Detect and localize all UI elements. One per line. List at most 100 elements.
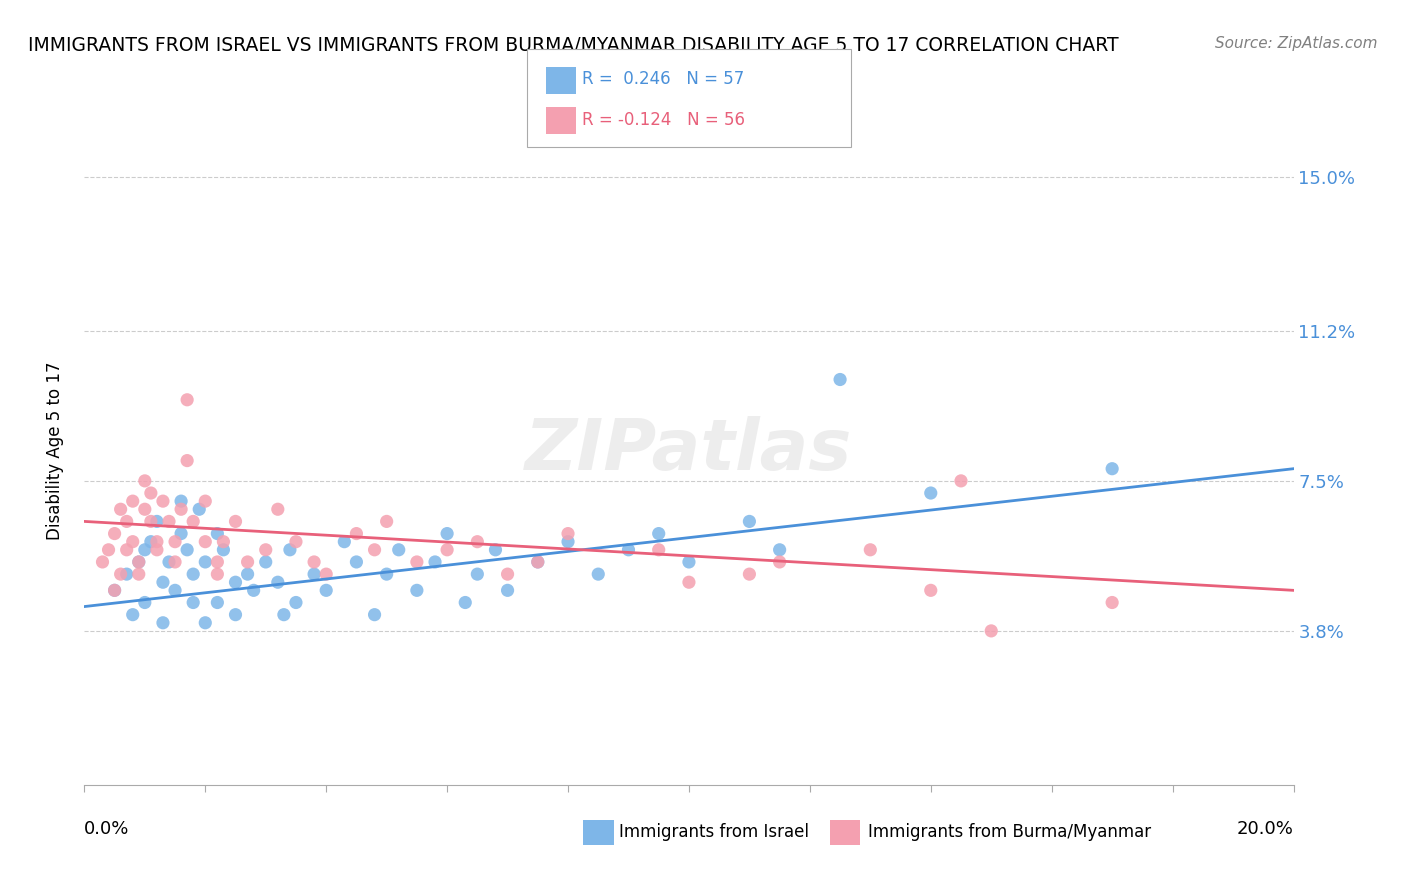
Point — [738, 515, 761, 529]
Point — [188, 502, 211, 516]
Point — [170, 494, 193, 508]
Point — [363, 542, 385, 557]
Text: ZIPatlas: ZIPatlas — [526, 416, 852, 485]
Point — [146, 542, 169, 557]
Point — [302, 567, 325, 582]
Point — [859, 542, 882, 557]
Point — [1101, 461, 1123, 475]
Point — [110, 502, 132, 516]
Point — [678, 555, 700, 569]
Point — [194, 555, 217, 569]
Point — [1101, 595, 1123, 609]
Point — [207, 526, 229, 541]
Point — [454, 595, 477, 609]
Point — [134, 502, 156, 516]
Point — [648, 542, 671, 557]
Point — [236, 567, 259, 582]
Point — [176, 453, 198, 467]
Point — [194, 534, 217, 549]
Point — [176, 392, 198, 407]
Point — [302, 555, 325, 569]
Point — [333, 534, 356, 549]
Y-axis label: Disability Age 5 to 17: Disability Age 5 to 17 — [45, 361, 63, 540]
Text: IMMIGRANTS FROM ISRAEL VS IMMIGRANTS FROM BURMA/MYANMAR DISABILITY AGE 5 TO 17 C: IMMIGRANTS FROM ISRAEL VS IMMIGRANTS FRO… — [28, 36, 1119, 54]
Point — [212, 542, 235, 557]
Point — [242, 583, 264, 598]
Text: Immigrants from Burma/Myanmar: Immigrants from Burma/Myanmar — [868, 823, 1150, 841]
Point — [121, 607, 143, 622]
Point — [170, 502, 193, 516]
Point — [678, 575, 700, 590]
Point — [212, 534, 235, 549]
Point — [236, 555, 259, 569]
Point — [207, 595, 229, 609]
Point — [285, 534, 308, 549]
Point — [920, 583, 942, 598]
Point — [128, 555, 150, 569]
Point — [170, 526, 193, 541]
Point — [139, 534, 162, 549]
Point — [104, 583, 127, 598]
Point — [104, 583, 127, 598]
Point — [267, 502, 290, 516]
Point — [278, 542, 301, 557]
Point — [315, 583, 337, 598]
Point — [97, 542, 120, 557]
Point — [176, 542, 198, 557]
Point — [467, 567, 489, 582]
Point — [557, 534, 579, 549]
Point — [738, 567, 761, 582]
Point — [207, 567, 229, 582]
Point — [467, 534, 489, 549]
Point — [388, 542, 411, 557]
Point — [496, 583, 519, 598]
Point — [181, 595, 204, 609]
Text: Immigrants from Israel: Immigrants from Israel — [619, 823, 808, 841]
Point — [267, 575, 290, 590]
Point — [769, 555, 792, 569]
Point — [617, 542, 640, 557]
Point — [225, 607, 247, 622]
Point — [273, 607, 295, 622]
Point — [165, 534, 187, 549]
Point — [315, 567, 337, 582]
Point — [436, 526, 458, 541]
Point — [134, 595, 156, 609]
Text: 0.0%: 0.0% — [84, 820, 129, 838]
Point — [121, 494, 143, 508]
Point — [588, 567, 610, 582]
Point — [375, 515, 398, 529]
Point — [769, 542, 792, 557]
Point — [115, 515, 138, 529]
Point — [139, 515, 162, 529]
Point — [285, 595, 308, 609]
Point — [128, 567, 150, 582]
Point — [207, 555, 229, 569]
Point — [527, 555, 550, 569]
Point — [980, 624, 1002, 638]
Point — [181, 515, 204, 529]
Point — [194, 615, 217, 630]
Point — [648, 526, 671, 541]
Point — [146, 534, 169, 549]
Point — [165, 583, 187, 598]
Point — [165, 555, 187, 569]
Point — [157, 555, 180, 569]
Point — [91, 555, 114, 569]
Point — [225, 515, 247, 529]
Point — [134, 474, 156, 488]
Point — [484, 542, 506, 557]
Point — [157, 515, 180, 529]
Point — [134, 542, 156, 557]
Point — [225, 575, 247, 590]
Point — [950, 474, 973, 488]
Point — [139, 486, 162, 500]
Point — [830, 372, 852, 386]
Point — [346, 526, 368, 541]
Point — [152, 575, 174, 590]
Point — [920, 486, 942, 500]
Point — [104, 526, 127, 541]
Point — [146, 515, 169, 529]
Point — [115, 542, 138, 557]
Text: Source: ZipAtlas.com: Source: ZipAtlas.com — [1215, 36, 1378, 51]
